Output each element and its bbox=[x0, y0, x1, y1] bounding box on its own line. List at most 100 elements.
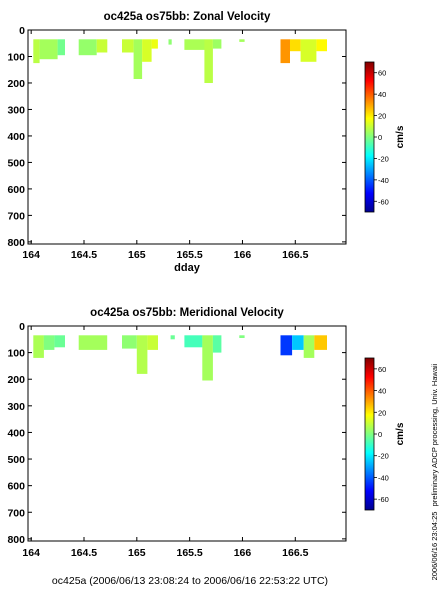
velocity-cell bbox=[239, 335, 245, 338]
y-tick-label: 200 bbox=[7, 374, 25, 386]
colorbar-tick-label: 60 bbox=[378, 69, 386, 78]
zonal-colorbar bbox=[364, 61, 375, 213]
colorbar-tick-label: -60 bbox=[378, 495, 389, 504]
side-note: preliminary ADCP processing, Univ. Hawai… bbox=[430, 363, 439, 506]
y-tick-label: 0 bbox=[19, 25, 25, 37]
velocity-cell bbox=[184, 335, 203, 348]
meridional-title: oc425a os75bb: Meridional Velocity bbox=[90, 307, 284, 319]
velocity-cell bbox=[78, 335, 108, 350]
colorbar-tick-label: -40 bbox=[378, 473, 389, 482]
x-tick-label: 164.5 bbox=[71, 547, 97, 559]
velocity-cell bbox=[212, 39, 222, 49]
meridional-heatmap bbox=[33, 335, 327, 381]
velocity-cell bbox=[122, 335, 137, 349]
colorbar-tick-label: -60 bbox=[378, 197, 389, 206]
x-tick-label: 165.5 bbox=[177, 249, 203, 261]
zonal-colorbar-ticks: 60 40 20 0 -20 -40 -60 bbox=[374, 69, 389, 206]
velocity-cell bbox=[136, 335, 148, 374]
colorbar-tick-label: 40 bbox=[378, 90, 386, 99]
y-tick-label: 600 bbox=[7, 481, 25, 493]
y-tick-label: 600 bbox=[7, 184, 25, 196]
y-tick-label: 400 bbox=[7, 427, 25, 439]
side-date: 2006/06/16 23:04:25 bbox=[430, 512, 439, 581]
zonal-x-label: dday bbox=[174, 262, 201, 274]
velocity-cell bbox=[300, 39, 317, 62]
velocity-cell bbox=[142, 39, 152, 62]
y-tick-label: 700 bbox=[7, 210, 25, 222]
velocity-cell bbox=[280, 39, 290, 64]
velocity-cell bbox=[96, 39, 108, 53]
meridional-colorbar-label: cm/s bbox=[395, 422, 406, 445]
velocity-cell bbox=[204, 39, 213, 83]
x-tick-label: 166.5 bbox=[282, 249, 308, 261]
velocity-cell bbox=[78, 39, 97, 56]
velocity-cell bbox=[212, 335, 222, 353]
y-tick-label: 300 bbox=[7, 104, 25, 116]
velocity-cell bbox=[57, 39, 65, 56]
velocity-cell bbox=[39, 39, 58, 60]
velocity-cell bbox=[122, 39, 134, 53]
y-tick-label: 500 bbox=[7, 157, 25, 169]
colorbar-tick-label: 60 bbox=[378, 365, 386, 374]
x-tick-label: 165.5 bbox=[177, 547, 203, 559]
meridional-colorbar-ticks: 60 40 20 0 -20 -40 -60 bbox=[374, 365, 389, 504]
colorbar-tick-label: 0 bbox=[378, 430, 382, 439]
velocity-cell bbox=[239, 39, 245, 42]
meridional-x-axis: 164 164.5 165 165.5 166 166.5 bbox=[22, 326, 309, 559]
x-tick-label: 166.5 bbox=[282, 547, 308, 559]
footer-time-range: oc425a (2006/06/13 23:08:24 to 2006/06/1… bbox=[52, 575, 328, 587]
velocity-cell bbox=[202, 335, 213, 381]
velocity-cell bbox=[280, 335, 293, 356]
velocity-cell bbox=[54, 335, 65, 348]
meridional-y-axis: 0 100 200 300 400 500 600 700 800 bbox=[7, 321, 346, 546]
zonal-heatmap bbox=[33, 39, 327, 83]
velocity-cell bbox=[147, 335, 158, 350]
meridional-panel: oc425a os75bb: Meridional Velocity 0 100 2… bbox=[7, 307, 406, 559]
y-tick-label: 300 bbox=[7, 401, 25, 413]
y-tick-label: 100 bbox=[7, 348, 25, 360]
velocity-cell bbox=[43, 335, 55, 350]
y-tick-label: 0 bbox=[19, 321, 25, 333]
zonal-panel: oc425a os75bb: Zonal Velocity 0100200300… bbox=[7, 11, 406, 274]
velocity-cell bbox=[184, 39, 205, 50]
velocity-cell bbox=[290, 39, 301, 52]
colorbar-tick-label: 40 bbox=[378, 387, 386, 396]
velocity-cell bbox=[316, 39, 327, 52]
velocity-cell bbox=[314, 335, 327, 350]
velocity-cell bbox=[303, 335, 315, 358]
colorbar-tick-label: 20 bbox=[378, 112, 386, 121]
y-tick-label: 500 bbox=[7, 454, 25, 466]
zonal-colorbar-label: cm/s bbox=[395, 125, 406, 148]
velocity-cell bbox=[292, 335, 304, 350]
velocity-cell bbox=[133, 39, 143, 79]
velocity-cell bbox=[168, 39, 172, 45]
velocity-cell bbox=[170, 335, 175, 340]
zonal-y-axis: 0 100 200 300 400 500 600 700 800 bbox=[7, 25, 346, 249]
y-tick-label: 100 bbox=[7, 51, 25, 63]
y-tick-label: 800 bbox=[7, 237, 25, 249]
colorbar-tick-label: 20 bbox=[378, 408, 386, 417]
x-tick-label: 166 bbox=[234, 249, 252, 261]
y-tick-label: 700 bbox=[7, 507, 25, 519]
velocity-cell bbox=[151, 39, 158, 49]
zonal-axes-box bbox=[27, 29, 347, 245]
x-tick-label: 164 bbox=[22, 547, 40, 559]
x-tick-label: 165 bbox=[128, 249, 146, 261]
meridional-axes-box bbox=[27, 325, 347, 542]
y-tick-label: 200 bbox=[7, 78, 25, 90]
y-tick-label: 400 bbox=[7, 131, 25, 143]
colorbar-tick-label: -40 bbox=[378, 176, 389, 185]
colorbar-tick-label: -20 bbox=[378, 154, 389, 163]
velocity-cell bbox=[33, 39, 40, 64]
colorbar-tick-label: 0 bbox=[378, 133, 382, 142]
x-tick-label: 164 bbox=[22, 249, 40, 261]
x-tick-label: 164.5 bbox=[71, 249, 97, 261]
meridional-colorbar bbox=[364, 357, 375, 511]
y-tick-label: 800 bbox=[7, 534, 25, 546]
colorbar-tick-label: -20 bbox=[378, 452, 389, 461]
x-tick-label: 165 bbox=[128, 547, 146, 559]
zonal-title: oc425a os75bb: Zonal Velocity bbox=[104, 11, 271, 23]
x-tick-label: 166 bbox=[234, 547, 252, 559]
velocity-cell bbox=[33, 335, 44, 358]
